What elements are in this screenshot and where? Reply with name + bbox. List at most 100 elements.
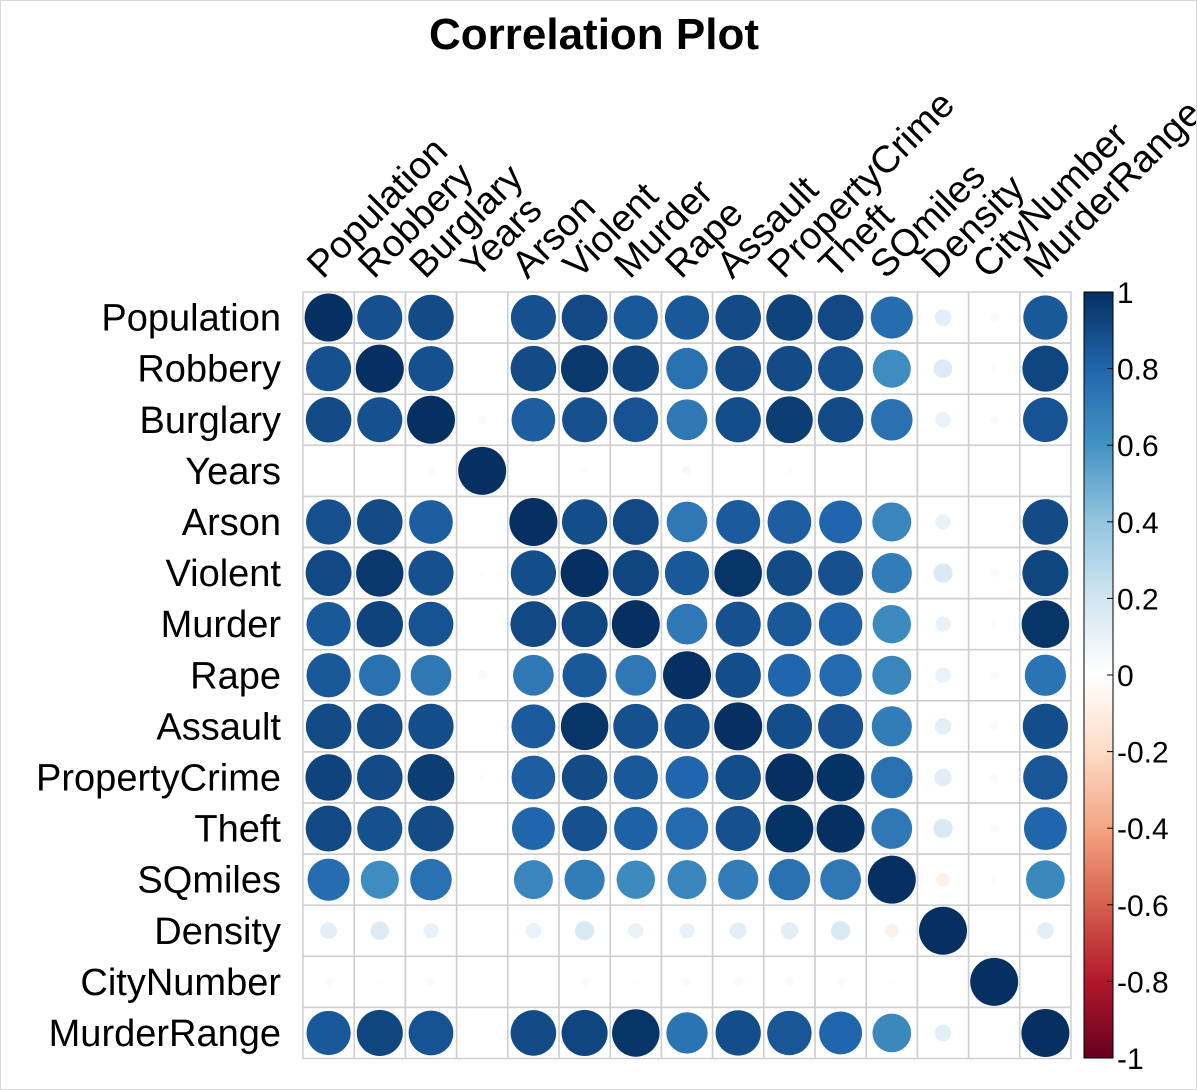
- correlation-circle: [767, 653, 811, 697]
- correlation-circle: [356, 1009, 403, 1056]
- correlation-circle: [933, 818, 953, 839]
- correlation-circle: [766, 294, 813, 341]
- correlation-circle: [561, 601, 608, 648]
- correlation-circle: [1022, 499, 1069, 545]
- correlation-circle: [560, 345, 609, 393]
- correlation-circle: [663, 651, 711, 700]
- correlation-circle: [612, 1009, 660, 1057]
- correlation-circle: [667, 860, 707, 900]
- correlation-circle: [714, 702, 763, 751]
- correlation-circle: [561, 1009, 608, 1056]
- correlation-circle: [664, 703, 710, 749]
- correlation-circle: [511, 807, 555, 851]
- correlation-circle: [370, 921, 390, 941]
- correlation-circle: [817, 396, 864, 443]
- correlation-circle: [560, 702, 609, 751]
- correlation-circle: [423, 923, 439, 939]
- colorbar-tick-label: -0.2: [1117, 737, 1169, 770]
- correlation-circle: [665, 755, 709, 799]
- correlation-circle: [715, 345, 761, 392]
- correlation-circle: [940, 979, 946, 985]
- correlation-circle: [613, 755, 658, 800]
- correlation-circle: [872, 655, 912, 695]
- correlation-circle: [304, 293, 353, 342]
- correlation-circle: [376, 978, 384, 986]
- correlation-circle: [409, 500, 453, 544]
- correlation-circle: [479, 723, 485, 729]
- correlation-circle: [613, 703, 659, 749]
- correlation-circle: [766, 345, 813, 392]
- correlation-circle: [306, 653, 351, 698]
- correlation-circle: [377, 468, 383, 474]
- correlation-circle: [818, 346, 864, 392]
- correlation-circle: [872, 1013, 912, 1053]
- correlation-circle: [831, 921, 851, 941]
- correlation-circle: [355, 344, 404, 393]
- correlation-circle: [666, 347, 708, 390]
- correlation-circle: [511, 704, 556, 749]
- correlation-circle: [990, 415, 999, 424]
- correlation-circle: [560, 549, 609, 598]
- correlation-circle: [561, 294, 608, 341]
- correlation-circle: [935, 514, 951, 530]
- correlation-circle: [525, 923, 541, 939]
- chart-title: Correlation Plot: [429, 10, 759, 59]
- correlation-circle: [940, 468, 946, 474]
- correlation-circle: [871, 706, 912, 747]
- correlation-circle: [679, 923, 695, 939]
- correlation-circle: [612, 550, 659, 597]
- correlation-circle: [767, 602, 812, 647]
- correlation-circle: [735, 468, 741, 474]
- correlation-circle: [408, 601, 454, 647]
- correlation-circle: [1021, 600, 1070, 648]
- row-label: Robbery: [137, 349, 281, 391]
- correlation-circle: [360, 860, 399, 899]
- correlation-circle: [715, 294, 761, 341]
- correlation-circle: [357, 499, 403, 545]
- correlation-circle: [479, 621, 485, 627]
- correlation-circle: [511, 755, 556, 800]
- correlation-circle: [819, 654, 862, 697]
- correlation-circle: [885, 923, 899, 938]
- correlation-circle: [990, 722, 999, 731]
- correlation-circle: [871, 552, 912, 594]
- correlation-circle: [306, 1010, 351, 1056]
- correlation-circle: [513, 860, 553, 900]
- colorbar-tick-label: -0.6: [1117, 890, 1169, 923]
- colorbar-tick-label: -0.8: [1117, 966, 1169, 999]
- correlation-circle: [357, 754, 403, 801]
- correlation-circle: [479, 519, 485, 525]
- correlation-circle: [820, 859, 861, 901]
- correlation-circle: [836, 977, 845, 987]
- colorbar-tick-label: 0: [1117, 660, 1134, 693]
- correlation-circle: [1022, 703, 1069, 749]
- row-label: Murder: [161, 604, 282, 646]
- correlation-circle: [665, 807, 709, 850]
- correlation-circle: [357, 703, 403, 750]
- correlation-circle: [970, 957, 1019, 1006]
- correlation-circle: [1037, 922, 1054, 940]
- correlation-circle: [479, 877, 485, 883]
- correlation-circle: [819, 500, 863, 544]
- correlation-circle: [934, 309, 952, 326]
- correlation-circle: [356, 601, 403, 648]
- correlation-circle: [867, 855, 916, 904]
- correlation-circle: [513, 654, 554, 696]
- correlation-circle: [479, 928, 485, 934]
- correlation-circle: [615, 654, 657, 696]
- correlation-circle: [1022, 550, 1069, 597]
- correlation-circle: [991, 468, 997, 474]
- correlation-circle: [408, 1010, 454, 1056]
- row-label: Theft: [194, 809, 281, 851]
- correlation-circle: [561, 499, 608, 545]
- correlation-circle: [718, 859, 759, 900]
- correlation-circle: [889, 468, 895, 474]
- correlation-circle: [715, 1010, 761, 1056]
- correlation-circle: [408, 703, 454, 749]
- correlation-circle: [510, 345, 557, 392]
- correlation-circle: [478, 774, 486, 781]
- correlation-circle: [305, 805, 352, 852]
- correlation-circle: [509, 497, 558, 546]
- correlation-circle: [819, 1011, 863, 1055]
